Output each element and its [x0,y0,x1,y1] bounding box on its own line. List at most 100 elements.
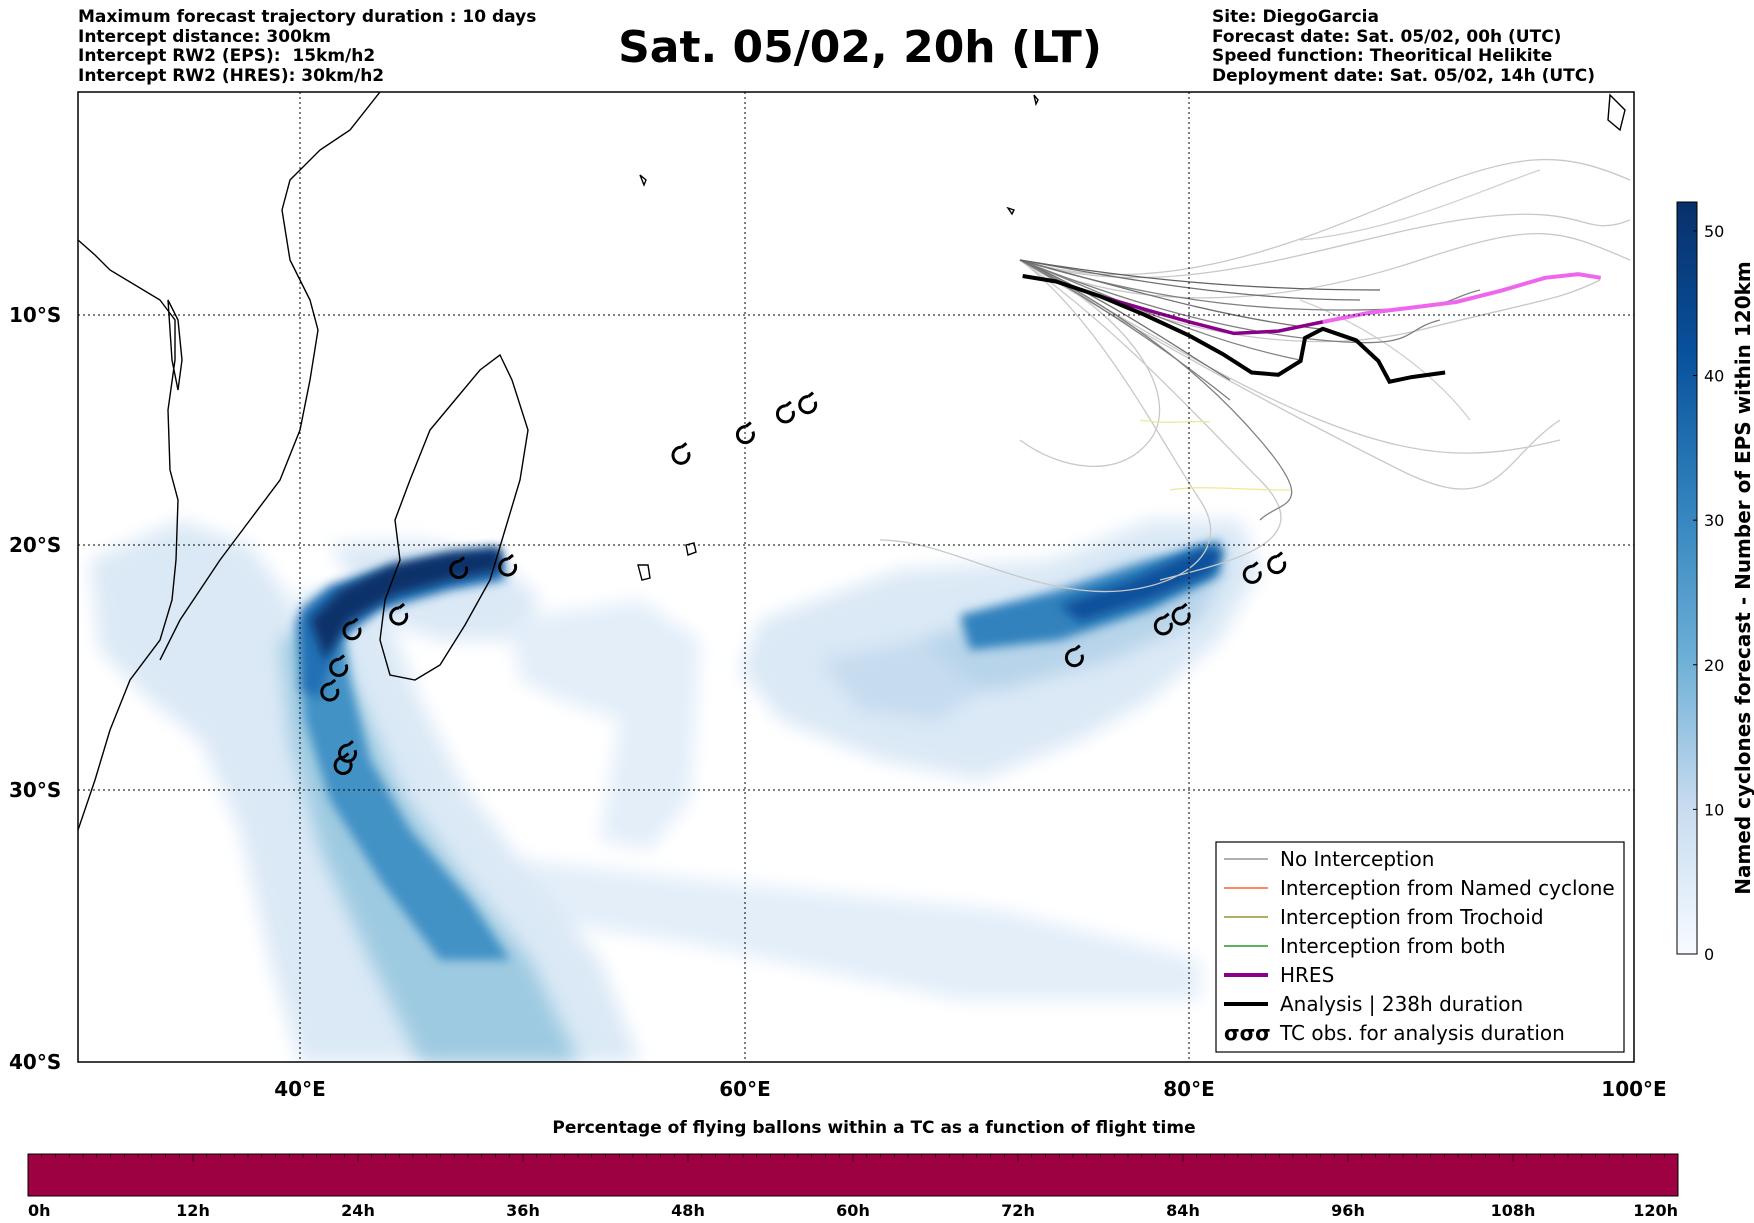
graticule [78,92,1634,1062]
analysis-track [1022,274,1446,384]
lon-tick-label: 60°E [719,1077,771,1101]
eps-track [1299,169,1541,241]
tc-obs-marker [1153,612,1173,636]
lat-tick-label: 20°S [9,533,61,557]
eps-density-field [90,520,1260,1062]
lon-tick-label: 40°E [274,1077,326,1101]
header-line: Maximum forecast trajectory duration : 1… [78,7,537,27]
flight-time-tick-label: 36h [506,1201,540,1220]
eps-track [1019,158,1631,276]
eps-track [1299,299,1471,421]
island-outline [1006,206,1015,216]
flight-time-colorbar-title: Percentage of flying ballons within a TC… [552,1118,1196,1138]
colorbar-label: Named cyclones forecast - Number of EPS … [1731,261,1754,895]
tc-obs-marker [320,678,340,702]
coastlines [78,92,1626,831]
eps-track [1019,259,1231,381]
tc-obs-marker [329,654,349,677]
header-right-info: Site: DiegoGarcia Forecast date: Sat. 05… [1212,7,1596,86]
tc-obs-marker [449,556,469,579]
eps-track [1019,213,1631,279]
africa-east-coastline [159,92,381,661]
colorbar-gradient [1676,201,1698,955]
tc-observations [320,391,1287,775]
legend-label: Interception from both [1280,934,1506,958]
lat-tick-label: 10°S [9,303,61,327]
tc-obs-marker [498,553,518,577]
eps-track [1019,259,1301,361]
island-outline [1033,94,1039,107]
hres-track-extension [1322,272,1602,324]
flight-time-tick-label: 48h [671,1201,705,1220]
tc-obs-marker [338,740,358,763]
flight-time-tick-label: 108h [1491,1201,1536,1220]
flight-time-tick-labels: 0h 12h 24h 36h 48h 60h 72h 84h 96h 108h 120h [28,1201,1678,1220]
legend-label: Analysis | 238h duration [1280,992,1523,1016]
legend-label: TC obs. for analysis duration [1279,1021,1565,1045]
eps-track [1019,259,1361,301]
tc-obs-marker [735,421,755,445]
colorbar-tick-label: 10 [1704,800,1724,819]
flight-time-tick-label: 120h [1633,1201,1678,1220]
colorbar-tick-label: 0 [1704,945,1714,964]
legend-tc-symbol: σσσ [1224,1021,1271,1045]
tc-obs-marker [1242,561,1262,584]
flight-time-minor-ticks [27,1154,1679,1162]
colorbar-tick-label: 50 [1704,222,1724,241]
eps-track [1019,259,1293,521]
header-line: Intercept RW2 (EPS): 15km/h2 [78,46,376,66]
island-outline [685,542,697,556]
legend: No Interception Interception from Named … [1215,841,1625,1053]
tc-obs-marker [671,442,691,465]
header-line: Intercept RW2 (HRES): 30km/h2 [78,65,385,86]
legend-box [1215,841,1625,1053]
eps-track [1019,233,1631,299]
madagascar-coastline [379,353,529,681]
colorbar-tick-label: 30 [1704,511,1724,530]
lon-tick-label: 100°E [1601,1077,1666,1101]
header-line: Deployment date: Sat. 05/02, 14h (UTC) [1212,65,1596,86]
flight-time-tick-label: 72h [1001,1201,1035,1220]
eps-track [1169,487,1291,491]
eps-track [1019,259,1381,291]
map-area [78,92,1634,1062]
header-line: Forecast date: Sat. 05/02, 00h (UTC) [1212,26,1562,47]
island-outline [637,564,651,581]
flight-time-tick-label: 60h [836,1201,870,1220]
density-colorbar: 0 10 20 30 40 50 Named cyclones forecast - Nu… [1676,201,1754,964]
lake-outline [167,299,183,391]
tc-obs-marker [775,400,795,424]
legend-label: Interception from Named cyclone [1280,876,1615,900]
eps-track [1019,259,1161,468]
eps-track [1019,259,1561,454]
lon-tick-label: 80°E [1163,1077,1215,1101]
header-left-info: Maximum forecast trajectory duration : 1… [78,7,537,86]
island-outline [1607,93,1626,132]
legend-label: HRES [1280,963,1334,987]
eps-track [1019,259,1282,581]
colorbar-ticks: 0 10 20 30 40 50 [1693,222,1724,964]
page-title: Sat. 05/02, 20h (LT) [618,22,1102,73]
colorbar-tick-label: 20 [1704,656,1724,675]
eps-track [1019,259,1231,401]
tc-obs-marker [333,752,353,775]
flight-time-colorbar: 0h 12h 24h 36h 48h 60h 72h 84h 96h 108h 120h [27,1153,1679,1220]
legend-label: Interception from Trochoid [1280,905,1544,929]
tc-obs-marker [342,617,362,641]
header-line: Speed function: Theoritical Helikite [1212,46,1553,66]
island-outline [639,174,647,187]
flight-time-tick-label: 84h [1166,1201,1200,1220]
africa-coastline [78,239,179,831]
flight-time-tick-label: 96h [1331,1201,1365,1220]
header-line: Intercept distance: 300km [78,26,331,47]
colorbar-tick-label: 40 [1704,367,1724,386]
flight-time-tick-label: 24h [341,1201,375,1220]
legend-label: No Interception [1280,847,1434,871]
header-line: Site: DiegoGarcia [1212,7,1379,27]
eps-trajectories [879,158,1631,593]
lat-tick-label: 40°S [9,1050,61,1074]
eps-track [1139,419,1211,423]
tc-obs-marker [389,602,409,626]
flight-time-tick-label: 0h [28,1201,51,1220]
